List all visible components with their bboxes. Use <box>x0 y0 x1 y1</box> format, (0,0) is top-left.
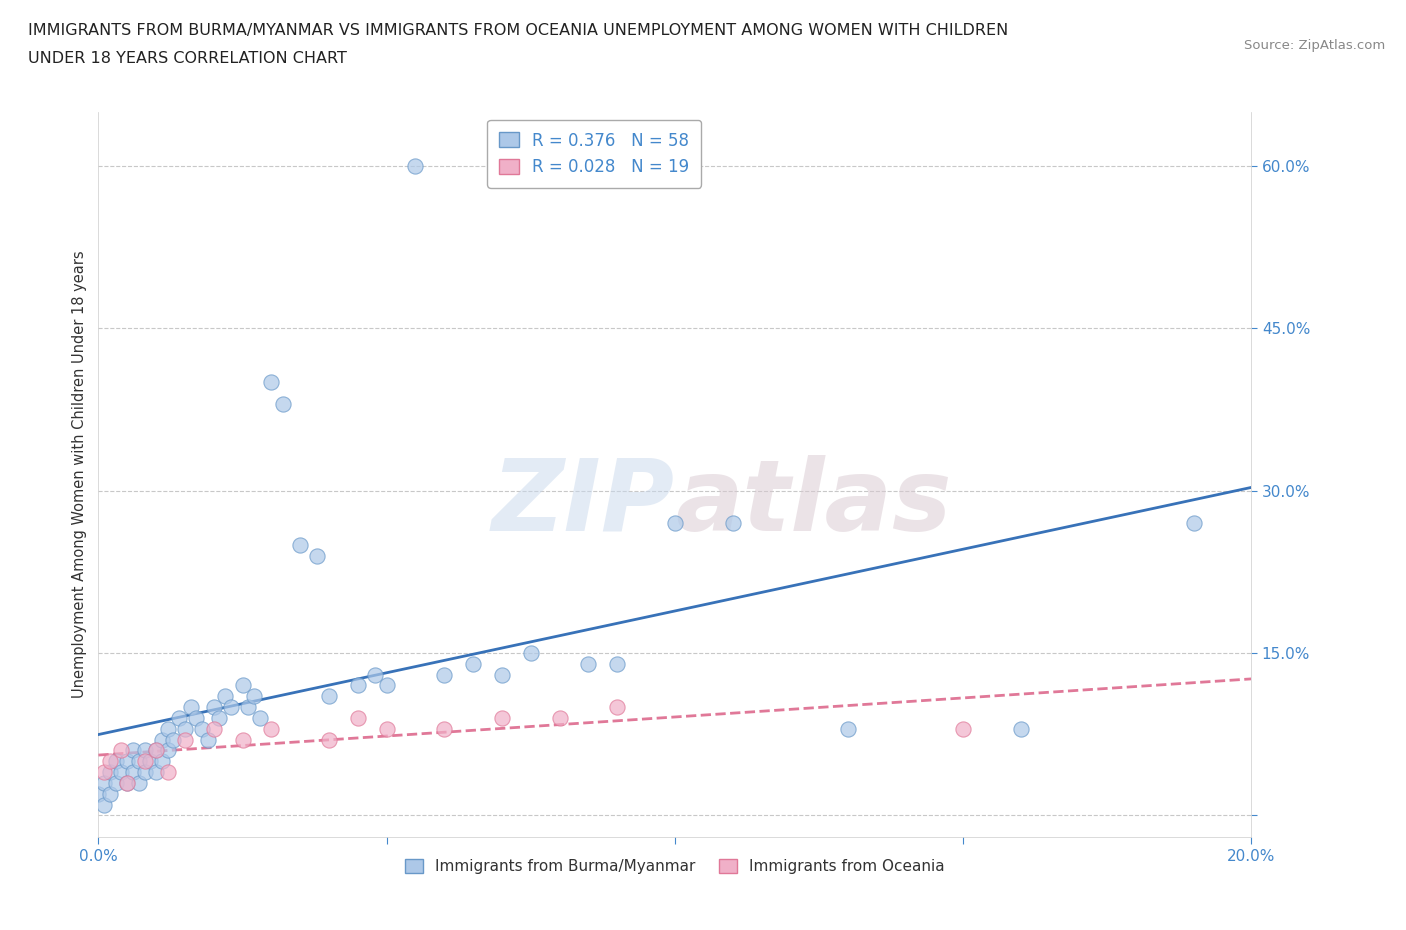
Point <box>134 743 156 758</box>
Point <box>1010 722 1032 737</box>
Point <box>122 764 145 779</box>
Point <box>231 732 254 747</box>
Point <box>150 732 173 747</box>
Point <box>186 711 208 725</box>
Point <box>271 396 294 411</box>
Point <box>346 711 368 725</box>
Point <box>93 764 115 779</box>
Point <box>87 786 110 801</box>
Point <box>491 667 513 682</box>
Point <box>249 711 271 725</box>
Point <box>180 699 202 714</box>
Point <box>110 743 132 758</box>
Point <box>1182 515 1205 530</box>
Point <box>110 764 132 779</box>
Point <box>721 515 744 530</box>
Text: atlas: atlas <box>675 455 952 551</box>
Point <box>214 689 236 704</box>
Point <box>117 776 139 790</box>
Point <box>156 722 179 737</box>
Point <box>156 764 179 779</box>
Point <box>952 722 974 737</box>
Text: Source: ZipAtlas.com: Source: ZipAtlas.com <box>1244 39 1385 52</box>
Point <box>145 743 167 758</box>
Point <box>145 743 167 758</box>
Point <box>318 732 340 747</box>
Legend: Immigrants from Burma/Myanmar, Immigrants from Oceania: Immigrants from Burma/Myanmar, Immigrant… <box>399 853 950 880</box>
Point <box>606 699 628 714</box>
Point <box>98 754 121 769</box>
Point <box>405 158 427 173</box>
Point <box>461 657 484 671</box>
Point <box>191 722 214 737</box>
Point <box>260 375 283 390</box>
Point <box>104 776 127 790</box>
Point <box>117 754 139 769</box>
Point <box>260 722 283 737</box>
Point <box>346 678 368 693</box>
Point <box>93 797 115 812</box>
Point <box>93 776 115 790</box>
Point <box>150 754 173 769</box>
Point <box>202 722 225 737</box>
Point <box>208 711 231 725</box>
Point <box>174 722 197 737</box>
Point <box>174 732 197 747</box>
Point <box>128 754 150 769</box>
Point <box>162 732 184 747</box>
Point <box>433 722 456 737</box>
Point <box>139 754 162 769</box>
Point <box>145 764 167 779</box>
Point <box>219 699 242 714</box>
Point <box>202 699 225 714</box>
Y-axis label: Unemployment Among Women with Children Under 18 years: Unemployment Among Women with Children U… <box>72 250 87 698</box>
Text: IMMIGRANTS FROM BURMA/MYANMAR VS IMMIGRANTS FROM OCEANIA UNEMPLOYMENT AMONG WOME: IMMIGRANTS FROM BURMA/MYANMAR VS IMMIGRA… <box>28 23 1008 38</box>
Point <box>156 743 179 758</box>
Point <box>167 711 190 725</box>
Point <box>128 776 150 790</box>
Point <box>197 732 219 747</box>
Text: UNDER 18 YEARS CORRELATION CHART: UNDER 18 YEARS CORRELATION CHART <box>28 51 347 66</box>
Point <box>491 711 513 725</box>
Point <box>520 645 543 660</box>
Point <box>104 754 127 769</box>
Point <box>375 722 398 737</box>
Point <box>122 743 145 758</box>
Point <box>98 786 121 801</box>
Point <box>548 711 571 725</box>
Point <box>98 764 121 779</box>
Point <box>290 538 312 552</box>
Point <box>238 699 260 714</box>
Point <box>837 722 859 737</box>
Point <box>318 689 340 704</box>
Point <box>231 678 254 693</box>
Point <box>364 667 387 682</box>
Point <box>134 754 156 769</box>
Point <box>606 657 628 671</box>
Text: ZIP: ZIP <box>492 455 675 551</box>
Point <box>664 515 686 530</box>
Point <box>117 776 139 790</box>
Point <box>307 548 329 563</box>
Point <box>134 764 156 779</box>
Point <box>375 678 398 693</box>
Point <box>243 689 266 704</box>
Point <box>578 657 600 671</box>
Point <box>433 667 456 682</box>
